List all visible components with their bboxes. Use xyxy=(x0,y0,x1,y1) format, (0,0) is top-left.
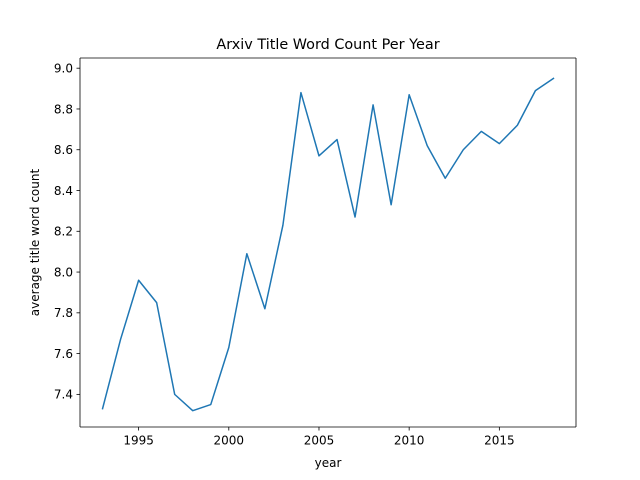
y-tick-label: 8.4 xyxy=(54,184,73,198)
chart-title: Arxiv Title Word Count Per Year xyxy=(216,37,439,53)
x-axis-label: year xyxy=(315,456,342,470)
y-tick-label: 8.2 xyxy=(54,225,73,239)
y-tick-label: 8.0 xyxy=(54,265,73,279)
plot-area: 1995 2000 2005 2010 2015 7.4 7.6 7.8 8.0 8.2 8.4 8… xyxy=(54,57,577,448)
series-layer xyxy=(101,77,555,412)
y-tick-label: 8.6 xyxy=(54,143,73,157)
y-axis-label: average title word count xyxy=(28,169,42,317)
x-tick-label: 1995 xyxy=(123,434,154,448)
x-tick-label: 2005 xyxy=(304,434,335,448)
y-tick-label: 7.4 xyxy=(54,388,73,402)
x-tick-label: 2010 xyxy=(394,434,425,448)
y-tick-label: 8.8 xyxy=(54,102,73,116)
x-tick-label: 2000 xyxy=(214,434,245,448)
x-tick-label: 2015 xyxy=(484,434,515,448)
plot-background xyxy=(80,58,576,427)
axes-layer xyxy=(79,57,577,428)
y-tick-label: 7.6 xyxy=(54,347,73,361)
series-line xyxy=(101,77,555,412)
x-axis-ticks: 1995 2000 2005 2010 2015 xyxy=(123,427,515,448)
y-tick-label: 9.0 xyxy=(54,61,73,75)
y-tick-label: 7.8 xyxy=(54,306,73,320)
y-axis-ticks: 7.4 7.6 7.8 8.0 8.2 8.4 8.6 8.8 9.0 xyxy=(54,61,80,402)
